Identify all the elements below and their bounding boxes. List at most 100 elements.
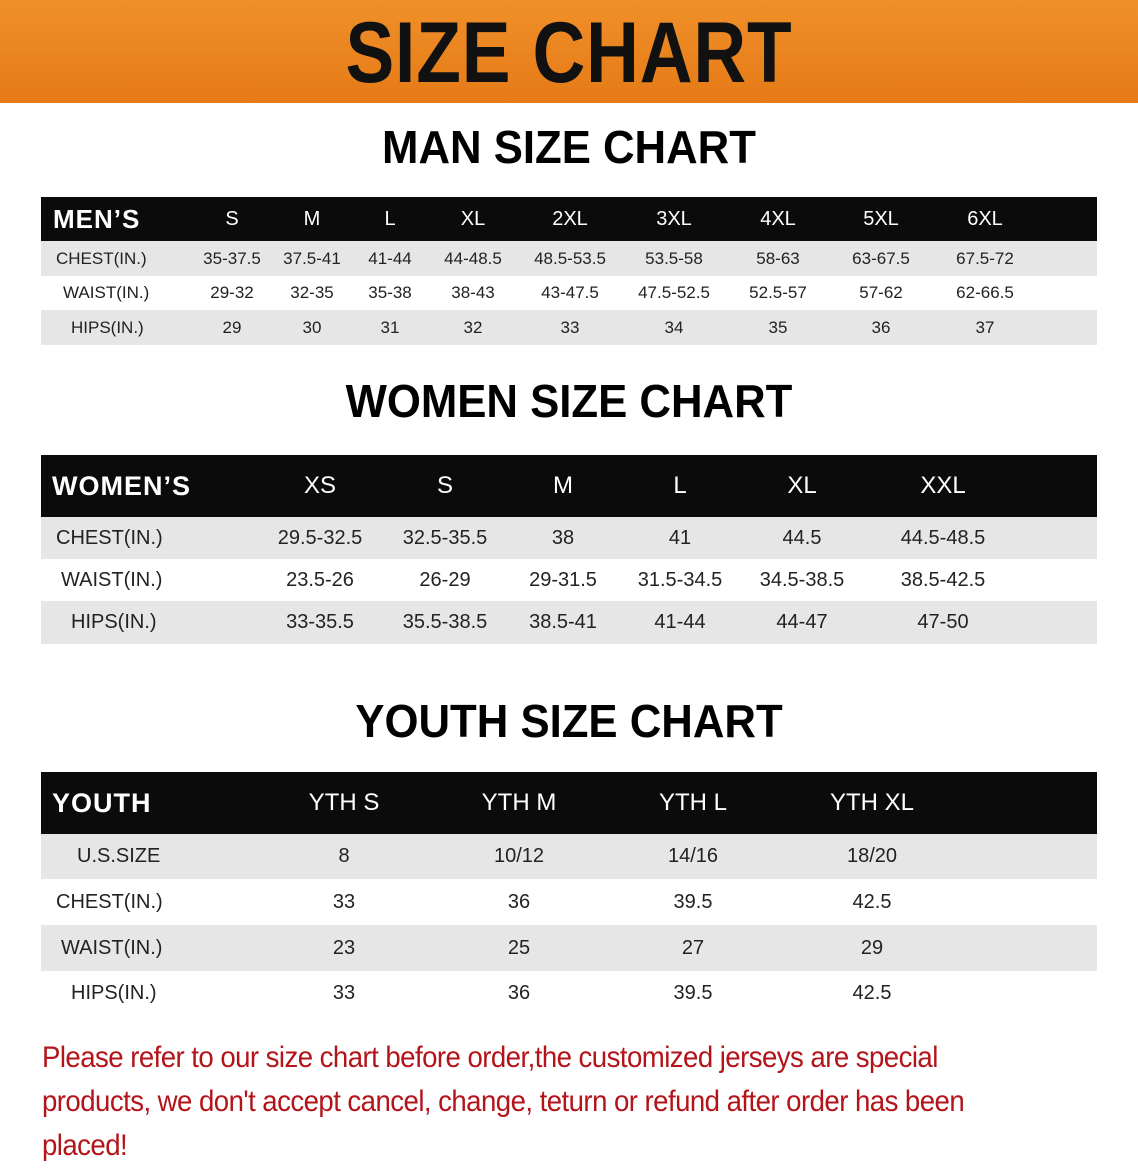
table-header-label: MEN’S <box>53 203 141 234</box>
table-cell: 33 <box>560 317 580 337</box>
table-cell: 63-67.5 <box>852 248 910 268</box>
table-cell: 38-43 <box>451 283 495 302</box>
table-cell: 41-44 <box>368 248 412 268</box>
policy-note: Please refer to our size chart before or… <box>42 1041 965 1162</box>
table-cell: 47.5-52.5 <box>638 283 710 302</box>
size-header-cell: M <box>303 207 321 230</box>
table-cell: 57-62 <box>859 283 903 302</box>
table-row: HIPS(IN.) 33-35.5 35.5-38.5 38.5-41 41-44 44-… <box>41 601 1097 644</box>
table-header-row: MEN’S S M L XL 2XL 3XL 4XL 5XL 6XL <box>41 197 1097 241</box>
table-cell: 41 <box>668 526 692 549</box>
table-row: WAIST(IN.) 29-32 32-35 35-38 38-43 43-47.5 47.… <box>41 276 1097 310</box>
table-cell: 42.5 <box>852 982 892 1004</box>
row-label: WAIST(IN.) <box>61 936 163 959</box>
table-header-row: WOMEN’S XS S M L XL XXL <box>41 455 1097 517</box>
size-header-cell: YTH L <box>658 789 728 816</box>
table-cell: 18/20 <box>846 845 898 867</box>
table-row: HIPS(IN.) 33 36 39.5 42.5 <box>41 971 1097 1016</box>
table-row: CHEST(IN.) 29.5-32.5 32.5-35.5 38 41 44.5 44.5… <box>41 517 1097 559</box>
table-cell: 29 <box>222 317 242 337</box>
table-cell: 44-47 <box>776 611 828 633</box>
table-cell: 33-35.5 <box>286 611 354 633</box>
table-row: WAIST(IN.) 23.5-26 26-29 29-31.5 31.5-34.5 34… <box>41 559 1097 601</box>
table-cell: 44.5 <box>782 526 822 549</box>
row-label: CHEST(IN.) <box>56 890 163 913</box>
table-cell: 35.5-38.5 <box>402 611 488 633</box>
table-cell: 37.5-41 <box>283 248 341 268</box>
table-cell: 30 <box>302 317 322 337</box>
size-header-cell: S <box>225 207 239 230</box>
table-cell: 34.5-38.5 <box>759 568 845 591</box>
table-cell: 32 <box>463 317 483 337</box>
table-header-label: YOUTH <box>52 787 152 818</box>
table-cell: 33 <box>332 890 356 913</box>
table-header-label: WOMEN’S <box>52 470 191 501</box>
table-cell: 39.5 <box>673 982 713 1004</box>
table-cell: 14/16 <box>667 845 719 867</box>
size-header-cell: YTH M <box>481 789 557 816</box>
table-cell: 29 <box>860 936 884 959</box>
size-header-cell: XXL <box>920 472 966 499</box>
table-cell: 36 <box>871 317 891 337</box>
row-label: HIPS(IN.) <box>71 317 144 337</box>
size-header-cell: S <box>436 472 454 499</box>
table-cell: 26-29 <box>419 568 471 591</box>
table-cell: 36 <box>507 982 531 1004</box>
table-header-row: YOUTH YTH S YTH M YTH L YTH XL <box>41 772 1097 834</box>
row-label: HIPS(IN.) <box>71 982 157 1004</box>
table-cell: 27 <box>681 936 705 959</box>
row-label: CHEST(IN.) <box>56 526 163 549</box>
table-cell: 8 <box>338 845 350 867</box>
women-section-title: WOMEN SIZE CHART <box>345 375 793 427</box>
youth-section-title: YOUTH SIZE CHART <box>355 695 783 747</box>
table-cell: 32.5-35.5 <box>402 526 488 549</box>
table-cell: 35 <box>768 317 788 337</box>
size-header-cell: L <box>673 472 687 499</box>
men-section-title: MAN SIZE CHART <box>382 121 756 173</box>
table-cell: 53.5-58 <box>645 248 703 268</box>
size-header-cell: 4XL <box>760 207 796 230</box>
table-row: CHEST(IN.) 35-37.5 37.5-41 41-44 44-48.5 48.5… <box>41 241 1097 276</box>
table-cell: 58-63 <box>756 248 800 268</box>
size-header-cell: L <box>384 207 396 230</box>
table-row: CHEST(IN.) 33 36 39.5 42.5 <box>41 879 1097 925</box>
size-header-cell: YTH S <box>308 789 380 816</box>
row-label: WAIST(IN.) <box>63 283 150 302</box>
table-cell: 36 <box>507 890 531 913</box>
size-header-cell: XL <box>460 207 486 230</box>
table-cell: 32-35 <box>290 283 334 302</box>
size-header-cell: XS <box>303 472 337 499</box>
table-cell: 62-66.5 <box>956 283 1014 302</box>
size-header-cell: 5XL <box>863 207 899 230</box>
table-cell: 44.5-48.5 <box>900 526 986 549</box>
table-cell: 34 <box>664 317 684 337</box>
table-cell: 29-31.5 <box>529 568 597 591</box>
table-cell: 10/12 <box>493 845 545 867</box>
banner: SIZE CHART <box>0 0 1138 103</box>
table-row: WAIST(IN.) 23 25 27 29 <box>41 925 1097 971</box>
table-cell: 35-38 <box>368 283 412 302</box>
row-label: U.S.SIZE <box>77 845 161 867</box>
table-cell: 38 <box>551 526 575 549</box>
size-header-cell: YTH XL <box>829 789 915 816</box>
size-header-cell: 6XL <box>967 207 1003 230</box>
row-label: CHEST(IN.) <box>56 248 147 268</box>
table-cell: 43-47.5 <box>541 283 599 302</box>
table-cell: 31.5-34.5 <box>637 568 723 591</box>
table-cell: 67.5-72 <box>956 248 1014 268</box>
size-header-cell: M <box>553 472 573 499</box>
table-cell: 48.5-53.5 <box>534 248 606 268</box>
row-label: HIPS(IN.) <box>71 611 157 633</box>
row-label: WAIST(IN.) <box>61 568 163 591</box>
table-cell: 42.5 <box>852 890 892 913</box>
table-cell: 38.5-42.5 <box>900 568 986 591</box>
table-cell: 25 <box>507 936 531 959</box>
table-cell: 23.5-26 <box>286 568 354 591</box>
banner-title: SIZE CHART <box>345 5 793 101</box>
table-cell: 41-44 <box>654 611 706 633</box>
table-cell: 37 <box>975 317 995 337</box>
size-header-cell: 2XL <box>552 207 588 230</box>
table-row: HIPS(IN.) 29 30 31 32 33 34 35 36 37 <box>41 310 1097 345</box>
size-header-cell: 3XL <box>656 207 692 230</box>
table-cell: 35-37.5 <box>203 248 261 268</box>
